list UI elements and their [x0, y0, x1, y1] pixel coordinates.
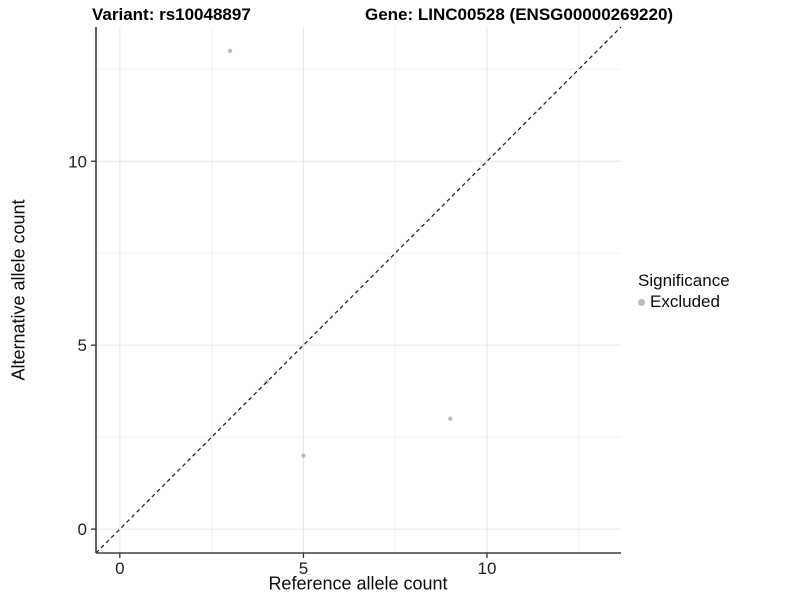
x-tick-label: 0 [115, 559, 124, 578]
data-point [227, 48, 233, 54]
y-tick-label: 10 [68, 152, 87, 171]
data-point [301, 453, 306, 458]
legend-title: Significance [638, 271, 730, 290]
y-tick-label: 0 [78, 520, 87, 539]
x-tick-label: 5 [299, 559, 308, 578]
x-axis-title: Reference allele count [268, 573, 448, 594]
legend: Significance Excluded [638, 271, 730, 312]
data-point [448, 416, 453, 421]
plot-title-gene: Gene: LINC00528 (ENSG00000269220) [365, 5, 674, 24]
identity-reference-line [95, 26, 622, 554]
legend-point-icon [638, 298, 645, 306]
y-tick-label: 5 [78, 336, 87, 355]
x-tick-label: 10 [478, 559, 497, 578]
y-axis-title: Alternative allele count [8, 199, 29, 381]
plot-title-variant: Variant: rs10048897 [92, 5, 251, 24]
legend-entry-label: Excluded [650, 292, 720, 311]
legend-entry: Excluded [638, 292, 730, 312]
